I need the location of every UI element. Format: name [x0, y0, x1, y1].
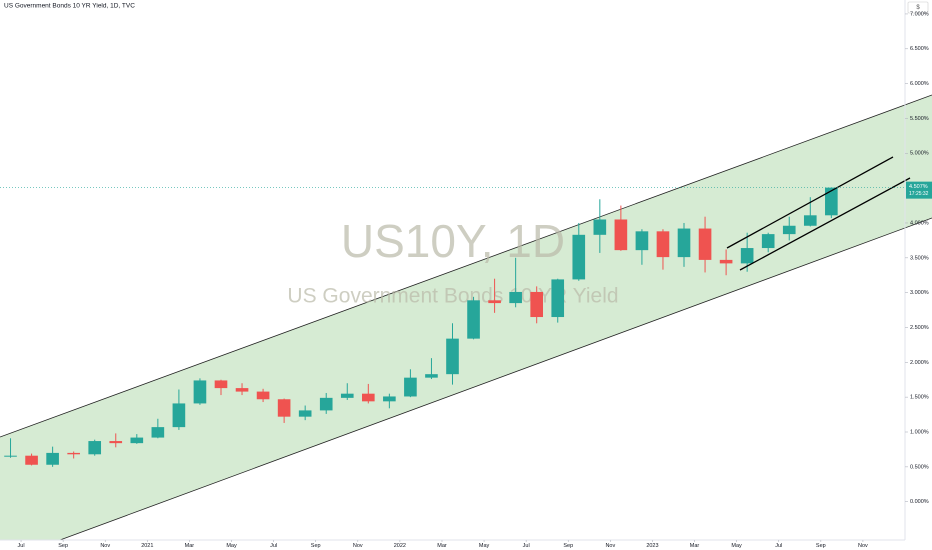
- currency-button-label[interactable]: $: [916, 5, 920, 11]
- candle-body: [362, 393, 375, 402]
- x-tick-label: May: [479, 543, 490, 549]
- x-tick-label: Sep: [816, 543, 826, 549]
- x-tick-label: Sep: [58, 543, 68, 549]
- candle-body: [635, 231, 649, 251]
- x-tick-label: Nov: [605, 543, 615, 549]
- channel-lower: [59, 217, 932, 541]
- candle-body: [404, 377, 417, 397]
- x-tick-label: Jul: [523, 543, 530, 549]
- candle-body: [383, 396, 396, 402]
- candle-body: [446, 338, 459, 375]
- candle-body: [151, 427, 165, 438]
- candle-body: [235, 388, 249, 392]
- y-tick-label: 6.500%: [910, 46, 929, 52]
- candle-body: [193, 380, 207, 404]
- last-price-label: 4.507%: [909, 184, 928, 190]
- candle-body: [677, 228, 691, 258]
- y-tick-label: 1.000%: [910, 429, 929, 435]
- y-tick-label: 3.500%: [910, 255, 929, 261]
- x-tick-label: Mar: [185, 543, 195, 549]
- y-tick-label: 0.500%: [910, 464, 929, 470]
- candle-body: [551, 279, 565, 318]
- candle-body: [340, 393, 354, 398]
- x-tick-label: Mar: [437, 543, 447, 549]
- candle-body: [467, 300, 480, 339]
- x-tick-label: Mar: [690, 543, 700, 549]
- x-tick-label: Sep: [563, 543, 573, 549]
- candle-body: [698, 228, 712, 260]
- trendline-upper: [726, 156, 894, 249]
- y-tick-label: 0.000%: [910, 499, 929, 505]
- candle-body: [488, 300, 501, 304]
- y-tick-label: 3.000%: [910, 290, 929, 296]
- candle-body: [593, 219, 607, 235]
- candle-body: [761, 234, 775, 249]
- candle-body: [719, 259, 733, 264]
- y-tick-label: 4.000%: [910, 220, 929, 226]
- y-tick-label: 2.500%: [910, 325, 929, 331]
- x-tick-label: 2021: [141, 543, 153, 549]
- x-tick-label: 2022: [394, 543, 406, 549]
- countdown: 17:25:32: [909, 191, 929, 197]
- x-tick-label: Nov: [353, 543, 363, 549]
- x-tick-label: Sep: [311, 543, 321, 549]
- candle-body: [4, 455, 17, 457]
- x-tick-label: 2023: [646, 543, 658, 549]
- last-price-box: [906, 181, 932, 199]
- y-tick-label: 5.000%: [910, 151, 929, 157]
- candle-body: [572, 234, 586, 280]
- plot: [4, 187, 838, 467]
- x-tick-label: Nov: [858, 543, 868, 549]
- x-tick-label: Jul: [270, 543, 277, 549]
- channel-fill: [0, 95, 932, 540]
- candle-body: [88, 441, 102, 455]
- currency-button[interactable]: [907, 1, 929, 14]
- candle-body: [509, 291, 522, 304]
- trendline-lower: [739, 177, 911, 271]
- candle-body: [425, 374, 438, 378]
- candle-body: [214, 380, 228, 389]
- candle-body: [46, 452, 59, 465]
- candle-body: [319, 397, 333, 411]
- watermark: US10Y, 1D: [341, 215, 565, 267]
- candle-body: [614, 219, 628, 251]
- candle-body: [740, 248, 754, 264]
- y-tick-label: 1.500%: [910, 395, 929, 401]
- candle-body: [825, 187, 838, 216]
- x-tick-label: Jul: [775, 543, 782, 549]
- candle-body: [277, 399, 291, 417]
- candle-body: [298, 410, 312, 417]
- candle-body: [130, 437, 144, 444]
- y-tick-label: 6.000%: [910, 81, 929, 87]
- x-tick-label: May: [226, 543, 237, 549]
- y-tick-label: 2.000%: [910, 360, 929, 366]
- candle-body: [803, 215, 817, 226]
- candle-body: [782, 225, 796, 235]
- y-tick-label: 7.000%: [910, 11, 929, 17]
- candle-body: [172, 403, 186, 428]
- candle-body: [67, 452, 80, 455]
- channel-upper: [0, 94, 932, 438]
- x-tick-label: May: [731, 543, 742, 549]
- watermark-subtitle: US Government Bonds 10 YR Yield: [287, 285, 618, 308]
- y-tick-label: 5.500%: [910, 116, 929, 122]
- candle-body: [109, 441, 123, 444]
- candle-body: [656, 231, 670, 258]
- candle-body: [530, 291, 543, 318]
- candle-body: [256, 391, 270, 400]
- x-tick-label: Nov: [100, 543, 110, 549]
- candle-body: [25, 455, 38, 465]
- x-tick-label: Jul: [18, 543, 25, 549]
- chart-title: US Government Bonds 10 YR Yield, 1D, TVC: [4, 3, 135, 10]
